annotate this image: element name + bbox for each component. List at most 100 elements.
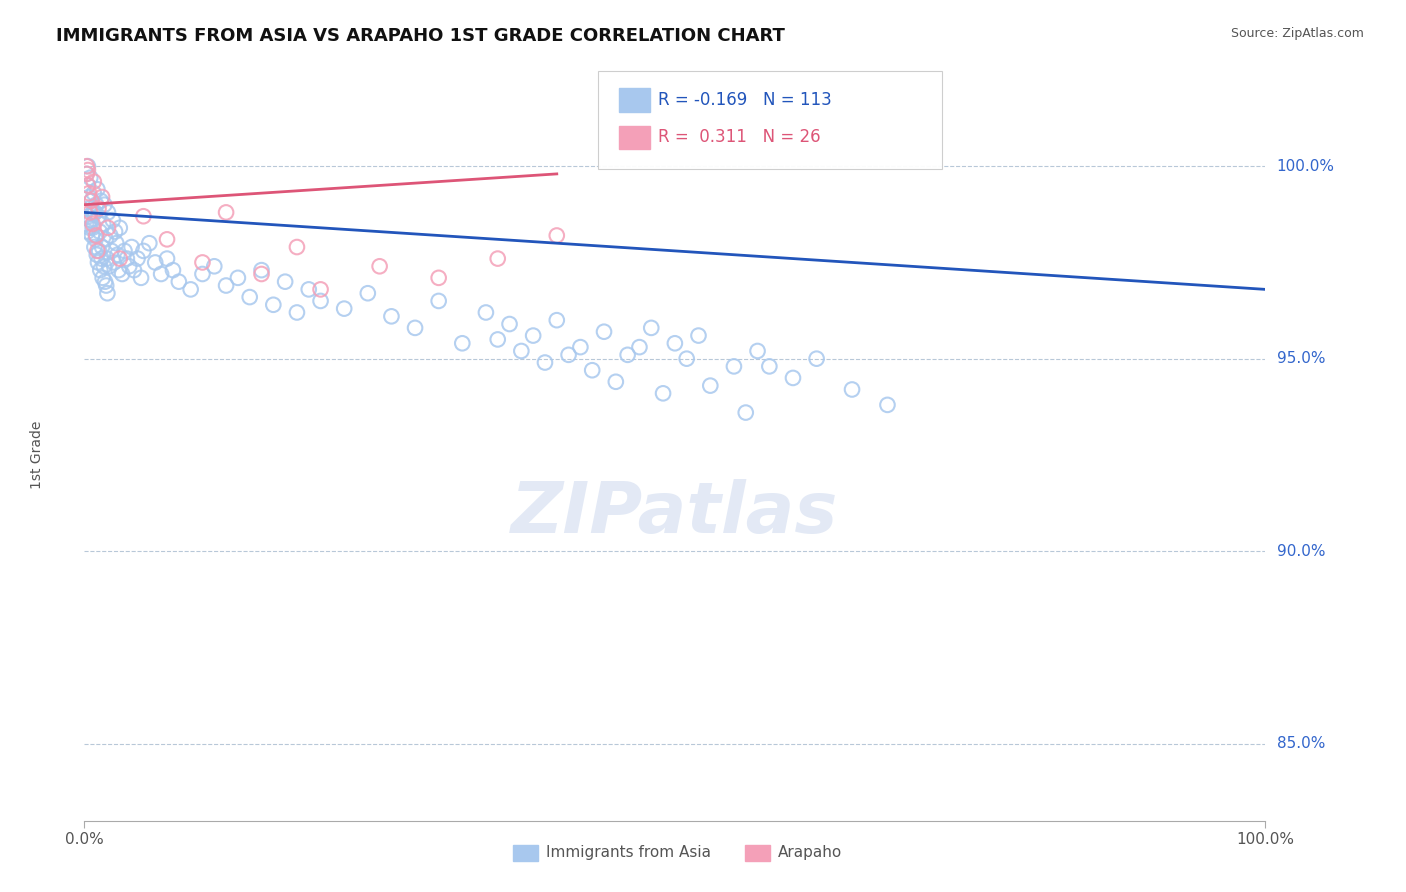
Point: [80, 213, 103, 227]
Point: [309, 293, 332, 308]
Point: [87, 202, 110, 216]
Point: [77, 178, 100, 193]
Point: [333, 301, 356, 316]
Point: [557, 348, 579, 362]
Point: [90, 252, 112, 266]
Point: [84, 228, 107, 243]
Point: [94, 275, 117, 289]
Point: [89, 225, 111, 239]
Point: [96, 278, 118, 293]
Point: [534, 355, 557, 369]
Point: [122, 263, 145, 277]
Point: [569, 340, 592, 354]
Point: [782, 371, 804, 385]
Point: [101, 213, 124, 227]
Point: [83, 186, 105, 201]
Point: [89, 263, 111, 277]
Point: [87, 255, 110, 269]
Point: [98, 228, 121, 243]
Point: [605, 375, 627, 389]
Point: [132, 244, 155, 258]
Point: [215, 205, 238, 219]
Text: ZIPatlas: ZIPatlas: [512, 479, 838, 548]
Point: [167, 275, 190, 289]
Point: [115, 252, 138, 266]
Text: IMMIGRANTS FROM ASIA VS ARAPAHO 1ST GRADE CORRELATION CHART: IMMIGRANTS FROM ASIA VS ARAPAHO 1ST GRAD…: [56, 27, 785, 45]
Point: [486, 333, 509, 347]
Point: [108, 220, 131, 235]
Point: [138, 236, 160, 251]
Point: [114, 244, 136, 258]
Point: [427, 293, 450, 308]
Point: [285, 305, 308, 319]
Point: [226, 270, 249, 285]
Text: Immigrants from Asia: Immigrants from Asia: [546, 846, 710, 860]
Point: [121, 240, 143, 254]
Point: [94, 232, 117, 246]
Point: [357, 286, 380, 301]
Point: [191, 267, 214, 281]
Point: [111, 267, 134, 281]
Point: [581, 363, 603, 377]
Point: [162, 263, 184, 277]
Point: [91, 190, 114, 204]
Point: [628, 340, 651, 354]
Point: [77, 209, 100, 223]
Text: Arapaho: Arapaho: [778, 846, 842, 860]
Point: [747, 343, 769, 358]
Point: [202, 260, 225, 274]
Point: [180, 282, 202, 296]
Point: [76, 225, 98, 239]
Point: [451, 336, 474, 351]
Point: [103, 255, 125, 269]
Point: [104, 225, 127, 239]
Point: [86, 244, 108, 258]
Point: [82, 220, 104, 235]
Point: [427, 270, 450, 285]
Point: [91, 217, 114, 231]
Point: [90, 194, 112, 208]
Point: [723, 359, 745, 374]
Point: [87, 244, 111, 258]
Point: [876, 398, 898, 412]
Point: [215, 278, 238, 293]
Point: [546, 228, 568, 243]
Point: [79, 205, 101, 219]
Point: [118, 260, 141, 274]
Point: [475, 305, 498, 319]
Point: [274, 275, 297, 289]
Point: [87, 209, 110, 223]
Point: [675, 351, 697, 366]
Point: [77, 163, 100, 178]
Point: [84, 232, 107, 246]
Point: [841, 383, 863, 397]
Point: [100, 244, 122, 258]
Point: [77, 190, 100, 204]
Point: [96, 286, 118, 301]
Point: [652, 386, 675, 401]
Point: [79, 213, 101, 227]
Point: [97, 220, 120, 235]
Point: [806, 351, 828, 366]
Point: [699, 378, 721, 392]
Text: 90.0%: 90.0%: [1277, 543, 1324, 558]
Point: [664, 336, 686, 351]
Point: [91, 240, 114, 254]
Point: [83, 240, 105, 254]
Point: [510, 343, 533, 358]
Text: 95.0%: 95.0%: [1277, 351, 1324, 367]
Point: [84, 228, 107, 243]
Point: [404, 321, 426, 335]
Point: [79, 220, 101, 235]
Point: [593, 325, 616, 339]
Point: [380, 310, 402, 324]
Point: [156, 252, 179, 266]
Point: [616, 348, 638, 362]
Point: [76, 167, 98, 181]
Point: [84, 197, 107, 211]
Point: [93, 260, 115, 274]
Point: [368, 260, 391, 274]
Point: [86, 248, 108, 262]
Point: [98, 260, 121, 274]
Point: [107, 248, 129, 262]
